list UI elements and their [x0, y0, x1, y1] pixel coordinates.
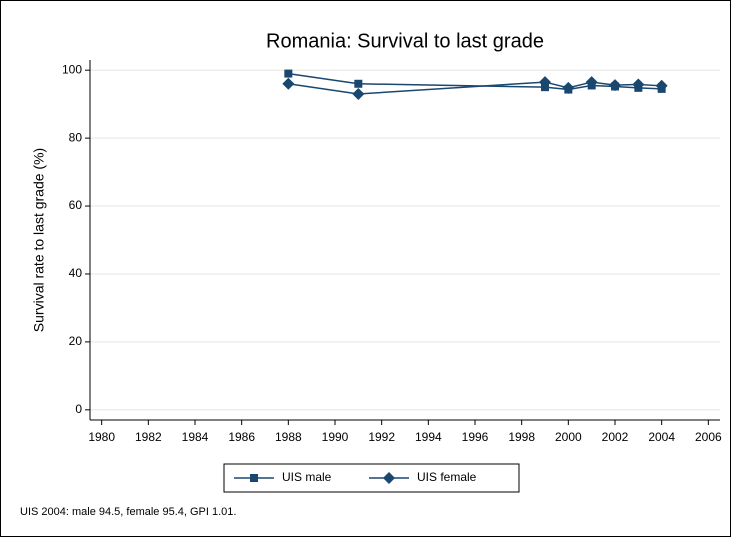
x-tick-label: 1994 — [415, 430, 442, 444]
marker — [383, 472, 395, 484]
x-tick-label: 1996 — [462, 430, 489, 444]
y-tick-label: 40 — [69, 266, 83, 280]
x-tick-label: 1992 — [368, 430, 395, 444]
marker — [562, 81, 575, 94]
marker — [539, 76, 551, 89]
x-tick-label: 2000 — [555, 430, 582, 444]
y-tick-label: 20 — [69, 334, 83, 348]
x-tick-label: 2002 — [602, 430, 629, 444]
x-tick-label: 1980 — [88, 430, 115, 444]
x-tick-label: 1984 — [182, 430, 209, 444]
marker — [655, 79, 668, 92]
marker — [585, 76, 598, 89]
x-tick-label: 1998 — [508, 430, 535, 444]
x-tick-label: 1988 — [275, 430, 302, 444]
legend-label: UIS male — [282, 470, 332, 484]
marker — [250, 474, 258, 482]
marker — [284, 69, 293, 78]
chart-title: Romania: Survival to last grade — [266, 30, 544, 52]
marker — [352, 87, 365, 100]
x-tick-label: 1986 — [228, 430, 255, 444]
y-axis-label: Survival rate to last grade (%) — [31, 148, 47, 332]
marker — [282, 77, 295, 90]
note: UIS 2004: male 94.5, female 95.4, GPI 1.… — [20, 506, 236, 518]
marker — [354, 79, 363, 88]
x-tick-label: 1990 — [322, 430, 349, 444]
marker — [632, 78, 645, 91]
marker — [609, 79, 621, 92]
y-tick-label: 60 — [69, 198, 83, 212]
y-tick-label: 100 — [62, 62, 82, 76]
y-tick-label: 0 — [75, 402, 82, 416]
x-tick-label: 2004 — [648, 430, 675, 444]
x-tick-label: 2006 — [695, 430, 722, 444]
y-tick-label: 80 — [69, 130, 83, 144]
x-tick-label: 1982 — [135, 430, 162, 444]
legend-label: UIS female — [417, 470, 477, 484]
